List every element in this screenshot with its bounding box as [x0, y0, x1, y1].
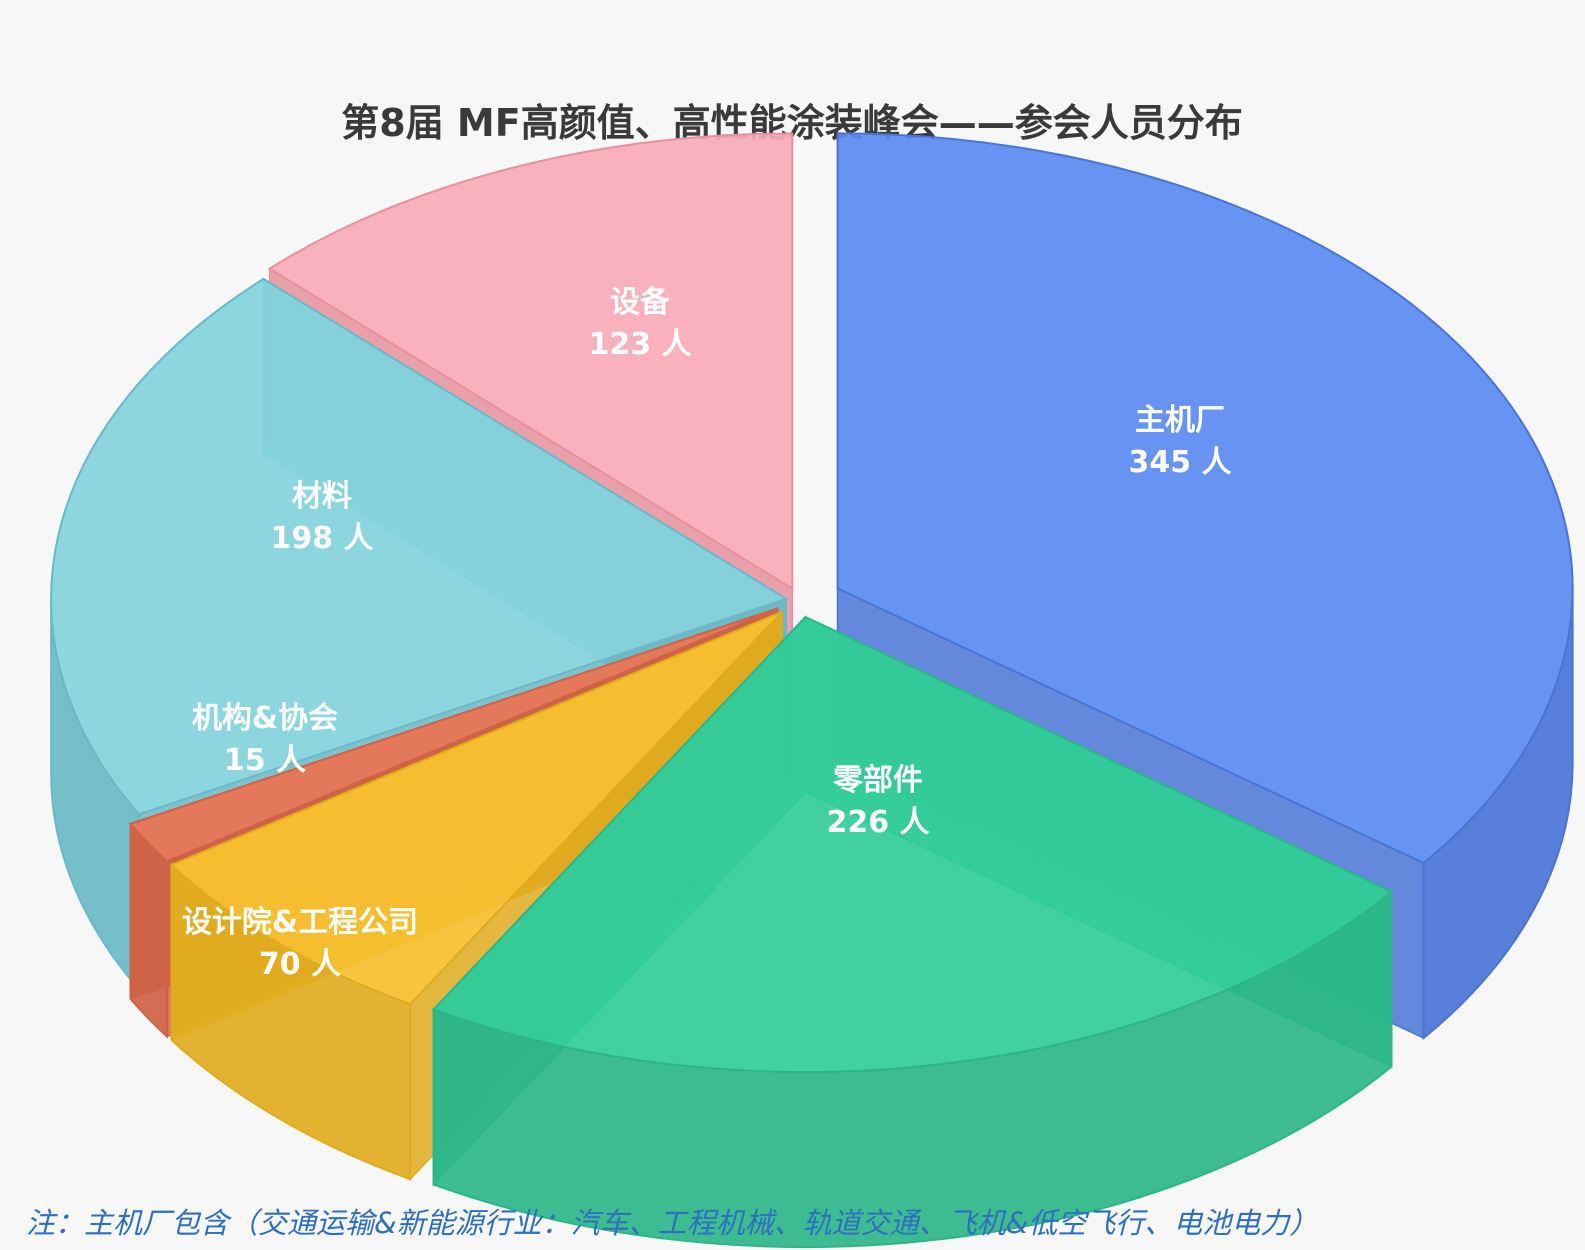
slice-value-0: 345 人 [1128, 445, 1231, 480]
slice-label-5: 设备 [610, 285, 671, 320]
slice-value-3: 15 人 [224, 743, 306, 778]
slice-value-4: 198 人 [270, 521, 373, 556]
slice-label-2: 设计院&工程公司 [182, 905, 418, 940]
pie-slice-4 [50, 277, 789, 816]
slice-label-4: 材料 [292, 479, 352, 514]
slice-label-1: 零部件 [833, 763, 923, 798]
pie-slice-5 [267, 132, 794, 591]
pie-slice-0 [836, 132, 1574, 865]
slice-value-1: 226 人 [826, 805, 929, 840]
slice-value-5: 123 人 [588, 327, 691, 362]
footnote: 注：主机厂包含（交通运输&新能源行业：汽车、工程机械、轨道交通、飞机&低空飞行、… [26, 1206, 1319, 1240]
slice-label-0: 主机厂 [1135, 403, 1225, 438]
pie-slice-1 [431, 615, 1394, 1073]
pie-slice-3 [128, 607, 779, 863]
slice-value-2: 70 人 [259, 947, 341, 982]
pie-slice-2 [169, 610, 783, 1006]
slice-label-3: 机构&协会 [192, 701, 338, 736]
